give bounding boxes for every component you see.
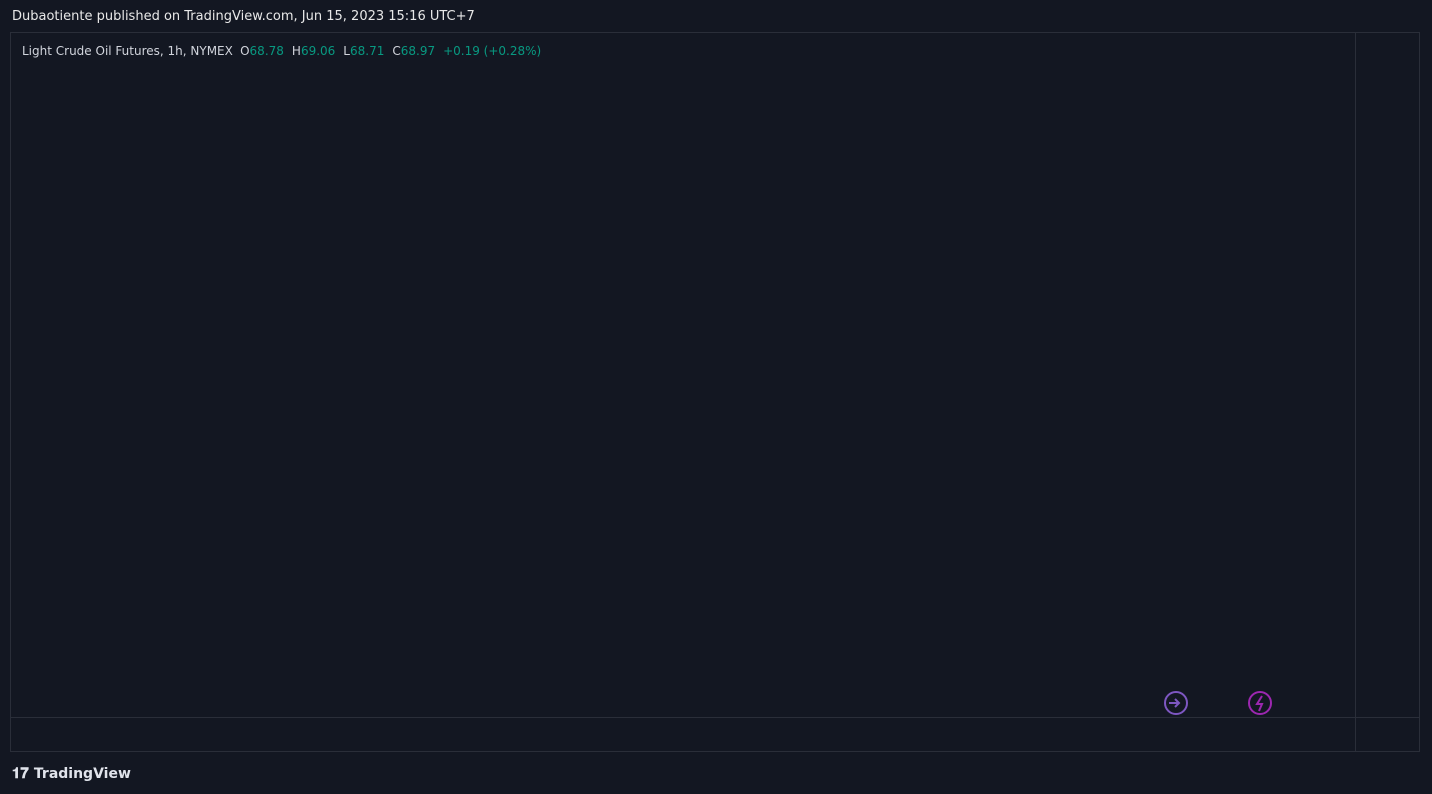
- brand-name: TradingView: [33, 766, 131, 782]
- legend-title: Light Crude Oil Futures, 1h, NYMEX O68.78…: [22, 44, 541, 58]
- l-value: 68.71: [350, 44, 384, 58]
- brand-logo: 𝟏𝟕 TradingView: [12, 764, 131, 782]
- o-label: O: [240, 44, 249, 58]
- change: +0.19 (+0.28%): [443, 44, 541, 58]
- chart-frame: [10, 32, 1420, 752]
- icon-glyph: [1169, 698, 1181, 708]
- chart-icons: [1164, 691, 1272, 715]
- icon-glyph: [1255, 695, 1264, 712]
- publisher-line: Dubaotiente published on TradingView.com…: [12, 9, 475, 24]
- l-label: L: [343, 44, 350, 58]
- icon[interactable]: [1248, 691, 1272, 715]
- symbol: Light Crude Oil Futures, 1h, NYMEX: [22, 44, 233, 58]
- h-value: 69.06: [301, 44, 335, 58]
- h-label: H: [292, 44, 301, 58]
- c-value: 68.97: [401, 44, 435, 58]
- c-label: C: [392, 44, 400, 58]
- logo-mark: 𝟏𝟕: [12, 764, 34, 782]
- icon[interactable]: [1164, 691, 1188, 715]
- o-value: 68.78: [250, 44, 284, 58]
